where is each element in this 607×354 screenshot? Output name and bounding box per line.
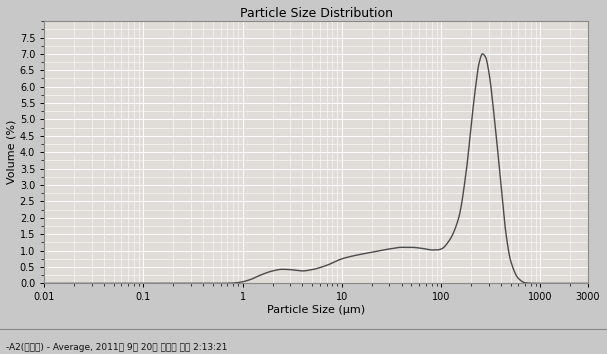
X-axis label: Particle Size (μm): Particle Size (μm) — [267, 305, 365, 315]
Text: -A2(김동진) - Average, 2011년 9월 20일 화요일 오후 2:13:21: -A2(김동진) - Average, 2011년 9월 20일 화요일 오후 … — [6, 343, 228, 352]
Y-axis label: Volume (%): Volume (%) — [7, 120, 17, 184]
Title: Particle Size Distribution: Particle Size Distribution — [240, 7, 393, 20]
